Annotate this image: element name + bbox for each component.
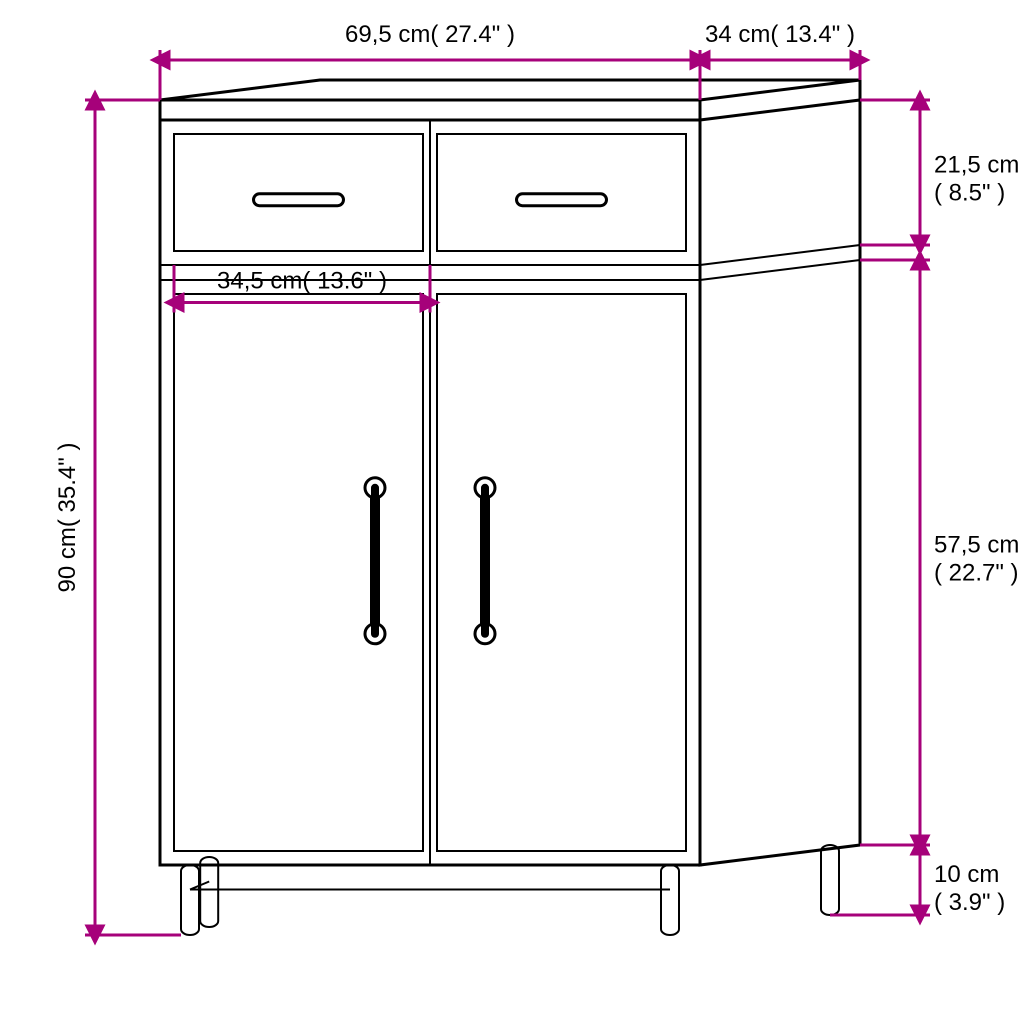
dimension-label: 57,5 cm (934, 532, 1019, 559)
dimension-label: 21,5 cm (934, 152, 1019, 179)
drawer-handle-icon (517, 194, 607, 206)
cabinet-drawing (160, 80, 860, 935)
dimension-label: 34,5 cm( 13.6" ) (217, 268, 387, 295)
dimension-label: ( 22.7" ) (934, 560, 1019, 587)
dimension-label: 69,5 cm( 27.4" ) (345, 21, 515, 48)
dimension-label: 90 cm( 35.4" ) (54, 443, 81, 593)
dimension-lines: 69,5 cm( 27.4" ) 34 cm( 13.4" ) 34,5 cm( 1… (54, 21, 1019, 935)
dimension-label: 34 cm( 13.4" ) (705, 21, 855, 48)
cabinet-leg-icon (661, 865, 679, 935)
drawer-handle-icon (254, 194, 344, 206)
dimension-label: ( 3.9" ) (934, 889, 1005, 916)
cabinet-leg-icon (821, 845, 839, 915)
cabinet-leg-icon (200, 857, 218, 927)
dimension-label: 10 cm (934, 861, 999, 888)
dimension-label: ( 8.5" ) (934, 180, 1005, 207)
cabinet-leg-icon (181, 865, 199, 935)
